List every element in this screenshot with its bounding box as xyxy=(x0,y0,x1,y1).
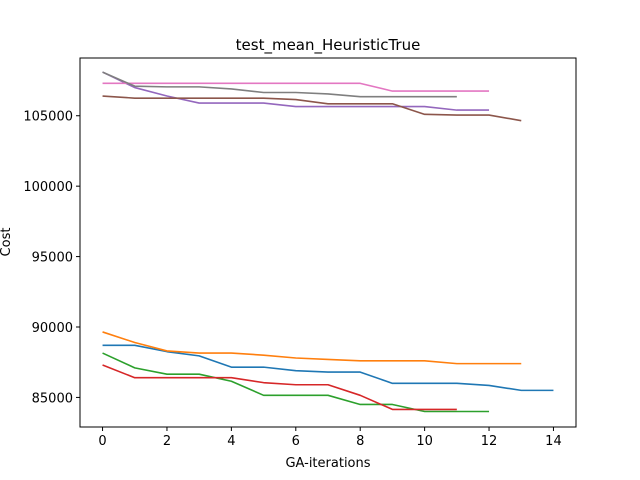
x-axis-ticks: 0 2 4 6 8 10 12 14 xyxy=(98,427,562,449)
x-tick-label: 0 xyxy=(98,434,106,449)
x-tick-label: 12 xyxy=(481,434,498,449)
series-line-4 xyxy=(102,364,457,411)
y-tick-label: 90000 xyxy=(32,321,73,336)
series-line-5 xyxy=(102,71,490,111)
series-line-1 xyxy=(102,344,554,392)
series-line-8 xyxy=(102,71,457,98)
x-tick-label: 6 xyxy=(292,434,300,449)
x-tick-label: 4 xyxy=(227,434,235,449)
series-line-2 xyxy=(102,331,522,365)
y-tick-label: 85000 xyxy=(32,391,73,406)
y-axis-ticks: 85000 90000 95000 100000 105000 xyxy=(23,110,80,406)
y-tick-label: 105000 xyxy=(23,110,73,125)
series-line-3 xyxy=(102,352,490,413)
chart-title: test_mean_HeuristicTrue xyxy=(236,36,421,55)
x-tick-label: 10 xyxy=(416,434,433,449)
x-tick-label: 2 xyxy=(163,434,171,449)
plot-frame xyxy=(79,57,577,428)
x-axis-label: GA-iterations xyxy=(285,456,370,471)
y-axis-label: Cost xyxy=(0,228,14,257)
series-layer xyxy=(102,71,554,413)
series-line-6 xyxy=(102,95,522,122)
y-tick-label: 95000 xyxy=(32,251,73,266)
x-tick-label: 14 xyxy=(545,434,562,449)
x-tick-label: 8 xyxy=(356,434,364,449)
y-tick-label: 100000 xyxy=(23,180,73,195)
series-line-7 xyxy=(102,82,490,92)
